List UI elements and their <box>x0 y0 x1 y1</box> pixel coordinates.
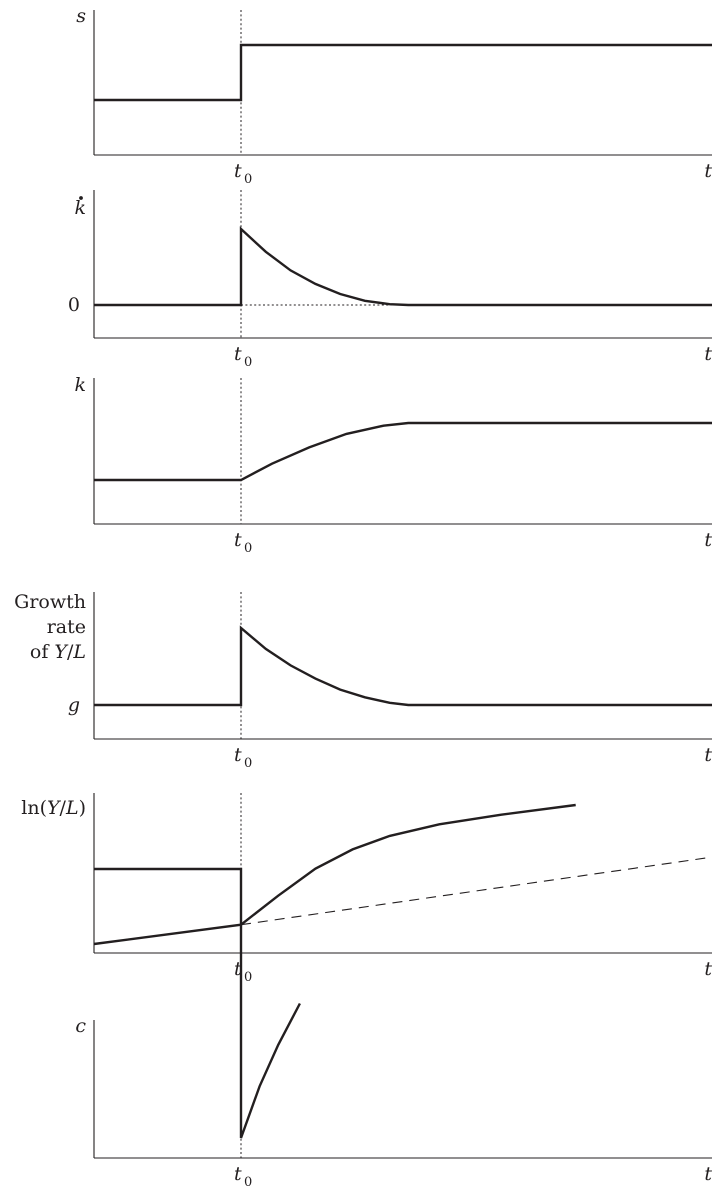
t0-label-subscript: 0 <box>244 970 252 985</box>
time-derivative-dot <box>79 196 83 200</box>
t0-label: t <box>234 343 242 365</box>
series-1-solid-line <box>94 867 301 1139</box>
panel-2: k0t 0 t <box>68 190 712 370</box>
series-1-solid-line <box>94 43 712 102</box>
series-1-solid-line <box>94 421 712 482</box>
t0-label: t <box>234 744 242 766</box>
y-tick-label: 0 <box>68 294 80 316</box>
y-axis-label: s <box>76 5 86 27</box>
t0-label-subscript: 0 <box>244 355 252 370</box>
x-axis-label: t <box>704 529 712 551</box>
series-1-solid-line <box>93 803 576 946</box>
x-axis-label: t <box>704 958 712 980</box>
y-axis-label-line-1: Growth <box>14 591 86 613</box>
panel-3: kt 0 t <box>74 374 712 556</box>
x-axis-label: t <box>704 744 712 766</box>
y-axis-label: k <box>74 197 86 219</box>
panel-1: st 0 t <box>76 5 712 187</box>
t0-label: t <box>234 1163 242 1185</box>
y-axis-label: ln(Y/L) <box>21 797 86 819</box>
t0-label: t <box>234 529 242 551</box>
x-axis-label: t <box>704 160 712 182</box>
y-tick-label: g <box>68 694 80 716</box>
t0-label: t <box>234 160 242 182</box>
y-axis-label-line-2: rate <box>47 616 86 638</box>
t0-label-subscript: 0 <box>244 172 252 187</box>
x-axis-label: t <box>704 343 712 365</box>
t0-label-subscript: 0 <box>244 1175 252 1190</box>
panel-5: ln(Y/L)t 0 t <box>21 793 712 985</box>
y-axis-label-line-3: of Y/L <box>30 641 86 663</box>
panel-6: ct 0 t <box>75 867 712 1190</box>
y-axis-label: c <box>75 1015 86 1037</box>
y-axis-label: k <box>74 374 86 396</box>
t0-label: t <box>234 958 242 980</box>
t0-label-subscript: 0 <box>244 541 252 556</box>
series-1-solid-line <box>94 625 712 707</box>
t0-label-subscript: 0 <box>244 756 252 771</box>
series-1-solid-line <box>94 226 712 307</box>
series-2-dashed-line <box>240 856 712 926</box>
x-axis-label: t <box>704 1163 712 1185</box>
